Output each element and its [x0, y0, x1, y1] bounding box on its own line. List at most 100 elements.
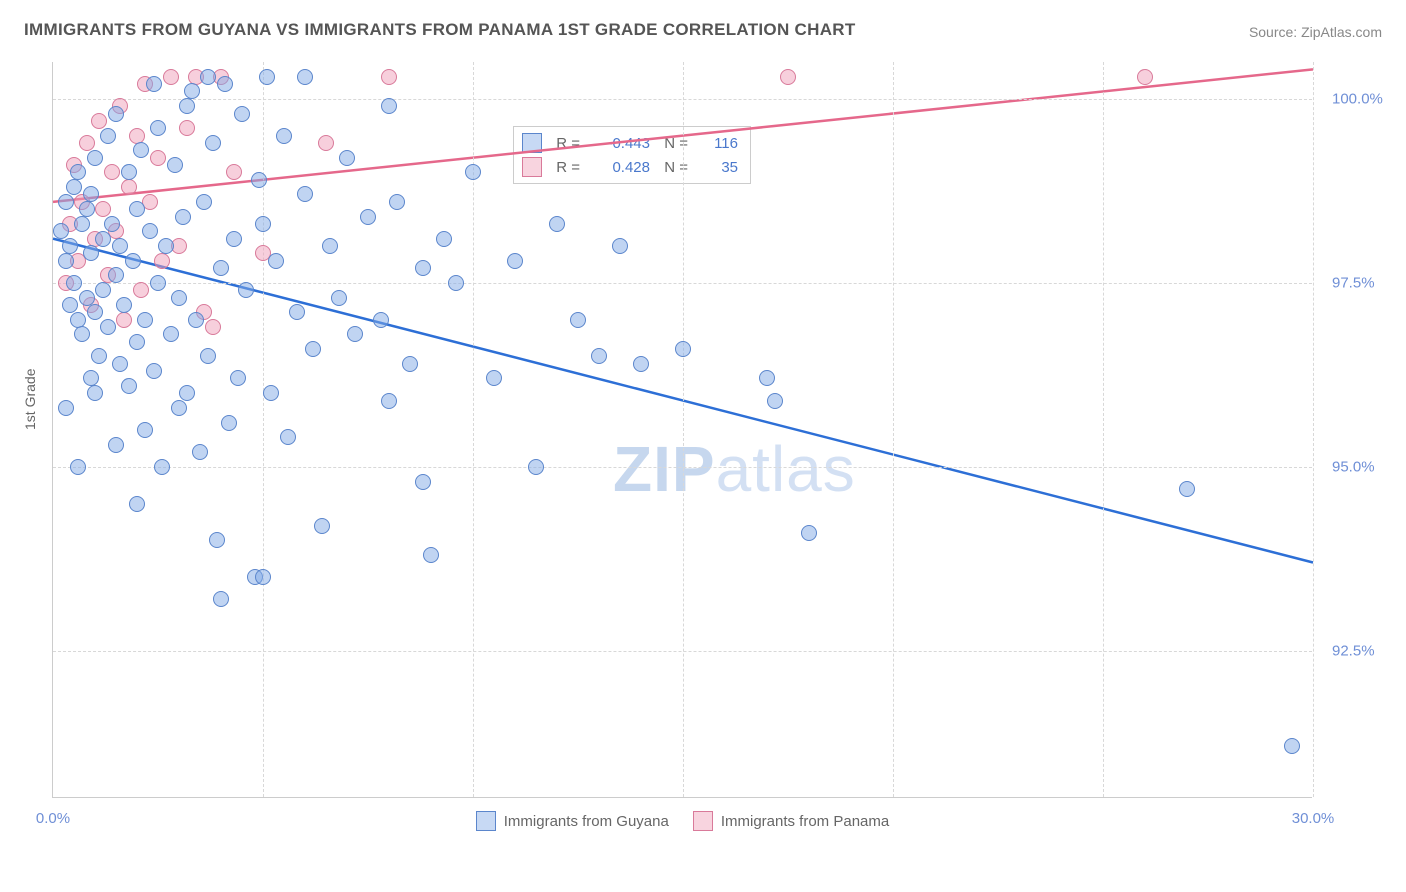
marker-guyana [767, 393, 783, 409]
marker-guyana [87, 304, 103, 320]
marker-guyana [184, 83, 200, 99]
marker-guyana [322, 238, 338, 254]
marker-guyana [280, 429, 296, 445]
legend-item-guyana: Immigrants from Guyana [476, 811, 669, 831]
marker-guyana [70, 459, 86, 475]
marker-panama [780, 69, 796, 85]
marker-guyana [129, 496, 145, 512]
marker-panama [179, 120, 195, 136]
marker-guyana [347, 326, 363, 342]
marker-guyana [612, 238, 628, 254]
marker-guyana [150, 275, 166, 291]
series-legend: Immigrants from Guyana Immigrants from P… [53, 811, 1312, 831]
y-tick-label: 100.0% [1332, 90, 1383, 107]
marker-guyana [205, 135, 221, 151]
marker-guyana [83, 370, 99, 386]
marker-guyana [53, 223, 69, 239]
marker-guyana [58, 253, 74, 269]
marker-panama [116, 312, 132, 328]
marker-guyana [129, 201, 145, 217]
marker-panama [121, 179, 137, 195]
marker-guyana [121, 378, 137, 394]
marker-guyana [570, 312, 586, 328]
marker-guyana [116, 297, 132, 313]
marker-panama [381, 69, 397, 85]
legend-label: Immigrants from Guyana [504, 813, 669, 830]
marker-guyana [213, 591, 229, 607]
legend-swatch-blue [476, 811, 496, 831]
marker-guyana [209, 532, 225, 548]
marker-guyana [436, 231, 452, 247]
marker-guyana [171, 400, 187, 416]
marker-guyana [305, 341, 321, 357]
marker-guyana [74, 216, 90, 232]
marker-guyana [268, 253, 284, 269]
marker-guyana [70, 312, 86, 328]
y-axis-label: 1st Grade [22, 369, 38, 430]
marker-guyana [360, 209, 376, 225]
marker-guyana [100, 128, 116, 144]
marker-guyana [200, 348, 216, 364]
marker-guyana [142, 223, 158, 239]
marker-guyana [163, 326, 179, 342]
marker-guyana [276, 128, 292, 144]
marker-guyana [87, 385, 103, 401]
marker-guyana [633, 356, 649, 372]
marker-guyana [188, 312, 204, 328]
marker-guyana [83, 186, 99, 202]
legend-label: Immigrants from Panama [721, 813, 889, 830]
marker-guyana [95, 282, 111, 298]
marker-guyana [125, 253, 141, 269]
marker-guyana [83, 245, 99, 261]
marker-guyana [314, 518, 330, 534]
marker-guyana [108, 267, 124, 283]
marker-guyana [251, 172, 267, 188]
marker-guyana [373, 312, 389, 328]
marker-guyana [381, 393, 397, 409]
y-tick-label: 92.5% [1332, 642, 1375, 659]
marker-guyana [79, 290, 95, 306]
marker-guyana [167, 157, 183, 173]
marker-guyana [675, 341, 691, 357]
marker-guyana [175, 209, 191, 225]
marker-guyana [95, 231, 111, 247]
gridline-v [683, 62, 684, 797]
gridline-v [1103, 62, 1104, 797]
marker-guyana [146, 363, 162, 379]
marker-guyana [759, 370, 775, 386]
marker-guyana [91, 348, 107, 364]
marker-guyana [74, 326, 90, 342]
marker-guyana [415, 260, 431, 276]
marker-guyana [507, 253, 523, 269]
marker-panama [133, 282, 149, 298]
marker-panama [104, 164, 120, 180]
marker-guyana [133, 142, 149, 158]
marker-guyana [154, 459, 170, 475]
marker-guyana [66, 275, 82, 291]
marker-guyana [137, 422, 153, 438]
marker-guyana [62, 297, 78, 313]
marker-panama [129, 128, 145, 144]
source-attribution: Source: ZipAtlas.com [1249, 24, 1382, 40]
x-tick-label: 0.0% [36, 810, 70, 827]
marker-guyana [331, 290, 347, 306]
x-tick-label: 30.0% [1292, 810, 1335, 827]
marker-guyana [70, 164, 86, 180]
marker-panama [95, 201, 111, 217]
marker-guyana [486, 370, 502, 386]
marker-guyana [158, 238, 174, 254]
marker-panama [226, 164, 242, 180]
marker-guyana [263, 385, 279, 401]
marker-guyana [150, 120, 166, 136]
marker-guyana [255, 569, 271, 585]
marker-guyana [137, 312, 153, 328]
marker-guyana [146, 76, 162, 92]
marker-guyana [58, 400, 74, 416]
marker-guyana [591, 348, 607, 364]
marker-guyana [200, 69, 216, 85]
marker-guyana [381, 98, 397, 114]
marker-guyana [259, 69, 275, 85]
marker-guyana [108, 106, 124, 122]
marker-guyana [528, 459, 544, 475]
gridline-v [1313, 62, 1314, 797]
